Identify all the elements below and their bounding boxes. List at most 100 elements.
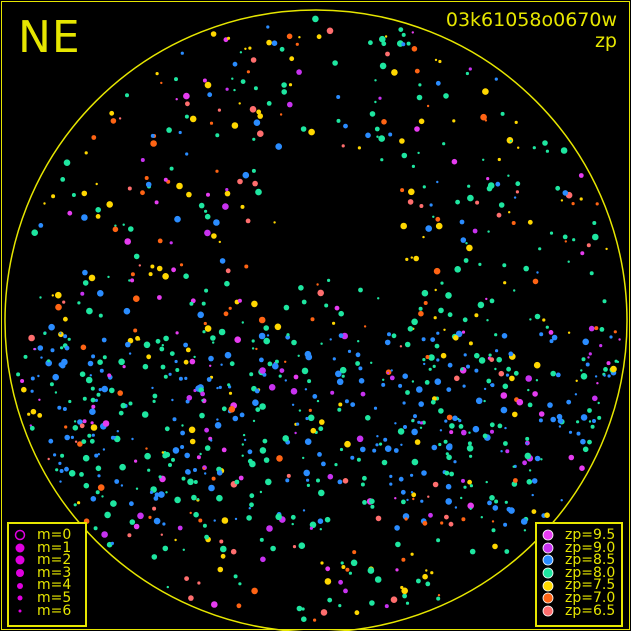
star-point [263, 337, 271, 345]
star-point [452, 119, 456, 123]
star-point [317, 289, 325, 297]
star-point [279, 46, 285, 52]
star-point [320, 561, 324, 565]
star-point [556, 413, 563, 420]
star-point [341, 565, 346, 569]
star-point [335, 370, 342, 378]
star-point [211, 601, 218, 608]
star-point [548, 330, 554, 335]
star-point [204, 472, 207, 475]
star-point [414, 126, 420, 132]
star-point [220, 545, 227, 553]
star-point [491, 520, 495, 523]
star-point [467, 441, 472, 446]
star-point [38, 398, 41, 401]
star-point [95, 214, 101, 219]
star-point [501, 333, 508, 339]
star-point [186, 395, 193, 401]
star-point [413, 255, 420, 262]
star-point [363, 325, 367, 328]
star-point [394, 422, 397, 425]
star-point [217, 108, 221, 112]
star-point [401, 152, 408, 159]
star-point [439, 429, 443, 432]
star-point [64, 345, 70, 351]
star-point [585, 362, 590, 367]
star-point [576, 420, 580, 424]
star-point [597, 415, 602, 420]
star-point [367, 567, 375, 574]
star-point [370, 504, 375, 509]
star-point [433, 316, 437, 320]
star-point [54, 391, 58, 394]
star-point [527, 388, 530, 392]
star-point [225, 87, 229, 91]
star-point [422, 358, 426, 362]
star-point [418, 310, 424, 317]
star-point [71, 193, 76, 197]
star-point [454, 375, 460, 382]
star-point [297, 354, 300, 357]
star-point [215, 133, 220, 138]
star-point [544, 512, 550, 518]
star-point [592, 221, 597, 225]
star-point [419, 426, 423, 429]
star-point [410, 473, 414, 477]
star-point [216, 470, 223, 476]
star-point [474, 352, 480, 359]
star-point [157, 295, 162, 300]
star-point [128, 226, 134, 232]
star-point [423, 301, 428, 305]
star-point [576, 431, 581, 436]
star-point [90, 496, 97, 502]
star-point [251, 168, 256, 173]
star-point [166, 585, 169, 589]
star-point [508, 351, 514, 357]
star-point [129, 519, 136, 525]
star-point [497, 423, 503, 429]
star-point [446, 414, 453, 421]
star-point [275, 513, 283, 521]
star-point [372, 448, 377, 453]
star-point [150, 264, 155, 269]
star-point [444, 514, 449, 520]
star-point [369, 600, 375, 606]
star-point [525, 442, 528, 445]
star-point [112, 226, 119, 233]
star-point [428, 367, 432, 371]
star-point [458, 419, 462, 423]
star-point [513, 289, 516, 292]
star-point [435, 216, 441, 222]
star-point [422, 235, 425, 239]
star-point [247, 449, 253, 455]
star-point [540, 458, 543, 461]
star-point [185, 400, 189, 403]
star-point [529, 318, 532, 321]
star-point [342, 478, 349, 484]
star-point [202, 78, 207, 83]
star-point [411, 492, 417, 498]
star-point [491, 528, 496, 533]
star-point [463, 353, 467, 357]
star-point [381, 459, 388, 466]
star-point [257, 130, 264, 137]
star-point [590, 424, 595, 429]
star-point [189, 115, 197, 123]
star-point [321, 461, 326, 467]
star-point [180, 445, 185, 449]
star-point [109, 110, 115, 116]
star-point [400, 489, 406, 495]
star-point [171, 267, 177, 273]
star-point [587, 356, 590, 359]
magnitude-legend-item: m=4 [9, 579, 85, 592]
star-point [298, 285, 304, 291]
star-point [421, 289, 429, 297]
star-point [266, 334, 270, 337]
star-point [379, 442, 383, 446]
star-point [505, 449, 510, 454]
star-point [85, 376, 93, 384]
star-point [238, 582, 242, 586]
star-point [334, 463, 338, 467]
star-point [82, 269, 88, 276]
star-point [373, 406, 378, 410]
